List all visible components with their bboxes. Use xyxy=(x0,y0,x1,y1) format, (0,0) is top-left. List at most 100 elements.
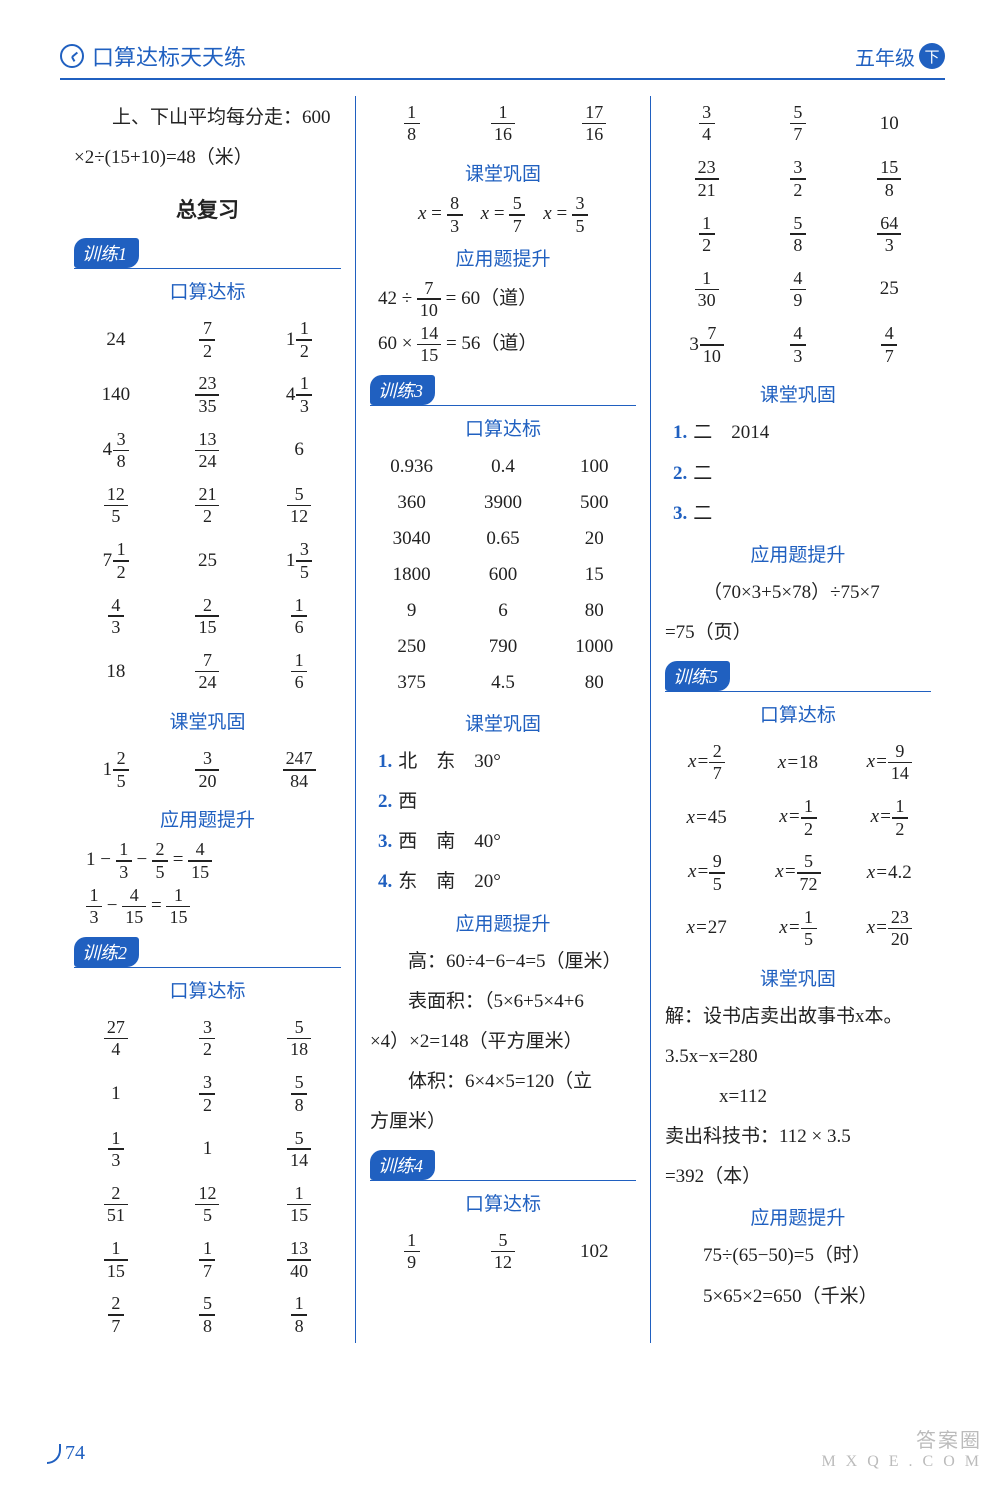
grid-cell: 512 xyxy=(257,478,341,533)
text-line: 3.5x−x=280 xyxy=(665,1039,931,1075)
intro-line: 上、下山平均每分走：600 xyxy=(74,100,341,136)
subsection-title: 课堂巩固 xyxy=(74,707,341,734)
page-header: 口算达标天天练 五年级 下 xyxy=(60,40,945,80)
list-item: 3.二 xyxy=(673,496,931,532)
text-line: 卖出科技书：112 × 3.5 xyxy=(665,1119,931,1155)
list-item: 4.东 南 20° xyxy=(378,864,636,900)
watermark-url: M X Q E . C O M xyxy=(821,1453,982,1471)
grid-cell: 115 xyxy=(257,1177,341,1232)
grid-cell: 643 xyxy=(848,207,931,262)
answer-grid: 3457102321321581258643130492537104347 xyxy=(665,96,931,372)
grid-cell: 6 xyxy=(257,432,341,468)
text-line: 方厘米） xyxy=(370,1104,636,1140)
grid-cell: 57 xyxy=(756,96,839,151)
grid-cell: x=15 xyxy=(756,901,839,956)
list-item: 2.二 xyxy=(673,456,931,492)
exercise-badge: 训练5 xyxy=(665,661,730,691)
subsection-title: 应用题提升 xyxy=(665,1203,931,1230)
grid-cell: 19 xyxy=(370,1224,453,1279)
text-line: 解：设书店卖出故事书x本。 xyxy=(665,999,931,1035)
grid-cell: 17 xyxy=(166,1232,250,1287)
grid-cell: 3900 xyxy=(461,485,544,521)
subsection-title: 应用题提升 xyxy=(665,540,931,567)
answer-grid: 0.9360.4100360390050030400.6520180060015… xyxy=(370,449,636,701)
grid-cell: 251 xyxy=(74,1177,158,1232)
grid-cell: 712 xyxy=(74,533,158,588)
grid-cell: 0.4 xyxy=(461,449,544,485)
grid-cell: 4.5 xyxy=(461,665,544,701)
grid-cell: x=27 xyxy=(665,735,748,790)
grid-cell: 47 xyxy=(848,317,931,372)
list-item: 1.二 2014 xyxy=(673,415,931,451)
grid-cell: 2321 xyxy=(665,151,748,206)
grid-cell: 600 xyxy=(461,557,544,593)
grid-cell: 320 xyxy=(166,742,250,797)
grid-cell: 1000 xyxy=(553,629,636,665)
text-line: 高：60÷4−6−4=5（厘米） xyxy=(370,944,636,980)
clock-icon xyxy=(60,44,84,68)
grid-cell: 0.936 xyxy=(370,449,453,485)
answer-grid: 19512102 xyxy=(370,1224,636,1279)
grid-cell: 518 xyxy=(257,1011,341,1066)
grid-cell: 80 xyxy=(553,593,636,629)
grid-cell: 135 xyxy=(257,533,341,588)
grid-cell: x=4.2 xyxy=(848,855,931,891)
grid-cell: 250 xyxy=(370,629,453,665)
equation-row: x = 83x = 57x = 35 xyxy=(370,194,636,235)
grid-cell: 125 xyxy=(74,478,158,533)
text-block: 解：设书店卖出故事书x本。 3.5x−x=280 x=112 卖出科技书：112 × … xyxy=(665,999,931,1195)
subsection-title: 应用题提升 xyxy=(370,244,636,271)
grid-cell: 360 xyxy=(370,485,453,521)
section-divider: 训练1 xyxy=(74,238,341,269)
numbered-list: 1.北 东 30°2.西3.西 南 40°4.东 南 20° xyxy=(370,744,636,900)
grid-cell: 512 xyxy=(461,1224,544,1279)
column-2: 181161716 课堂巩固 x = 83x = 57x = 35 应用题提升 … xyxy=(355,96,650,1343)
grid-cell: 500 xyxy=(553,485,636,521)
subsection-title: 口算达标 xyxy=(665,700,931,727)
grid-cell: 18 xyxy=(74,654,158,690)
grid-cell: 18 xyxy=(257,1287,341,1342)
grid-cell: 43 xyxy=(756,317,839,372)
list-item: 1.北 东 30° xyxy=(378,744,636,780)
equation: 60 × 1415 = 56（道） xyxy=(378,324,636,365)
grid-cell: 10 xyxy=(848,106,931,142)
subsection-title: 应用题提升 xyxy=(370,909,636,936)
grid-cell: 24784 xyxy=(257,742,341,797)
subsection-title: 口算达标 xyxy=(74,976,341,1003)
review-title: 总复习 xyxy=(74,194,341,224)
grade-label: 五年级 xyxy=(855,42,915,71)
text-line: x=112 xyxy=(665,1079,931,1115)
equation: 13 − 415 = 115 xyxy=(86,886,341,927)
subsection-title: 课堂巩固 xyxy=(370,709,636,736)
text-line: 5×65×2=650（千米） xyxy=(665,1279,931,1315)
grid-cell: 1 xyxy=(166,1131,250,1167)
grid-cell: 375 xyxy=(370,665,453,701)
grid-cell: 25 xyxy=(848,271,931,307)
grid-cell: 27 xyxy=(74,1287,158,1342)
grid-cell: x=18 xyxy=(756,745,839,781)
grid-cell: 32 xyxy=(756,151,839,206)
text-block: （70×3+5×78）÷75×7 =75（页） xyxy=(665,575,931,651)
answer-grid: 181161716 xyxy=(370,96,636,151)
grid-cell: x=45 xyxy=(665,800,748,836)
grid-cell: 514 xyxy=(257,1122,341,1177)
text-line: （70×3+5×78）÷75×7 xyxy=(665,575,931,611)
column-1: 上、下山平均每分走：600 ×2÷(15+10)=48（米） 总复习 训练1 口… xyxy=(60,96,355,1343)
grid-cell: 16 xyxy=(257,644,341,699)
grid-cell: 1716 xyxy=(553,96,636,151)
grid-cell: 724 xyxy=(166,644,250,699)
grid-cell: 1340 xyxy=(257,1232,341,1287)
answer-grid: 2743251813258131514251125115115171340275… xyxy=(74,1011,341,1343)
text-line: 表面积：（5×6+5×4+6 xyxy=(370,984,636,1020)
text-line: =75（页） xyxy=(665,615,931,651)
grid-cell: 125 xyxy=(74,742,158,797)
grid-cell: 215 xyxy=(166,589,250,644)
numbered-list: 1.二 2014 2.二 3.二 xyxy=(665,415,931,531)
grid-cell: 9 xyxy=(370,593,453,629)
equation: x = 57 xyxy=(481,194,526,235)
grid-cell: 12 xyxy=(665,207,748,262)
grid-cell: 116 xyxy=(461,96,544,151)
equation: 1 − 13 − 25 = 415 xyxy=(86,840,341,881)
text-block: 高：60÷4−6−4=5（厘米）表面积：（5×6+5×4+6×4）×2=148（… xyxy=(370,944,636,1140)
equation: x = 83 xyxy=(418,194,463,235)
